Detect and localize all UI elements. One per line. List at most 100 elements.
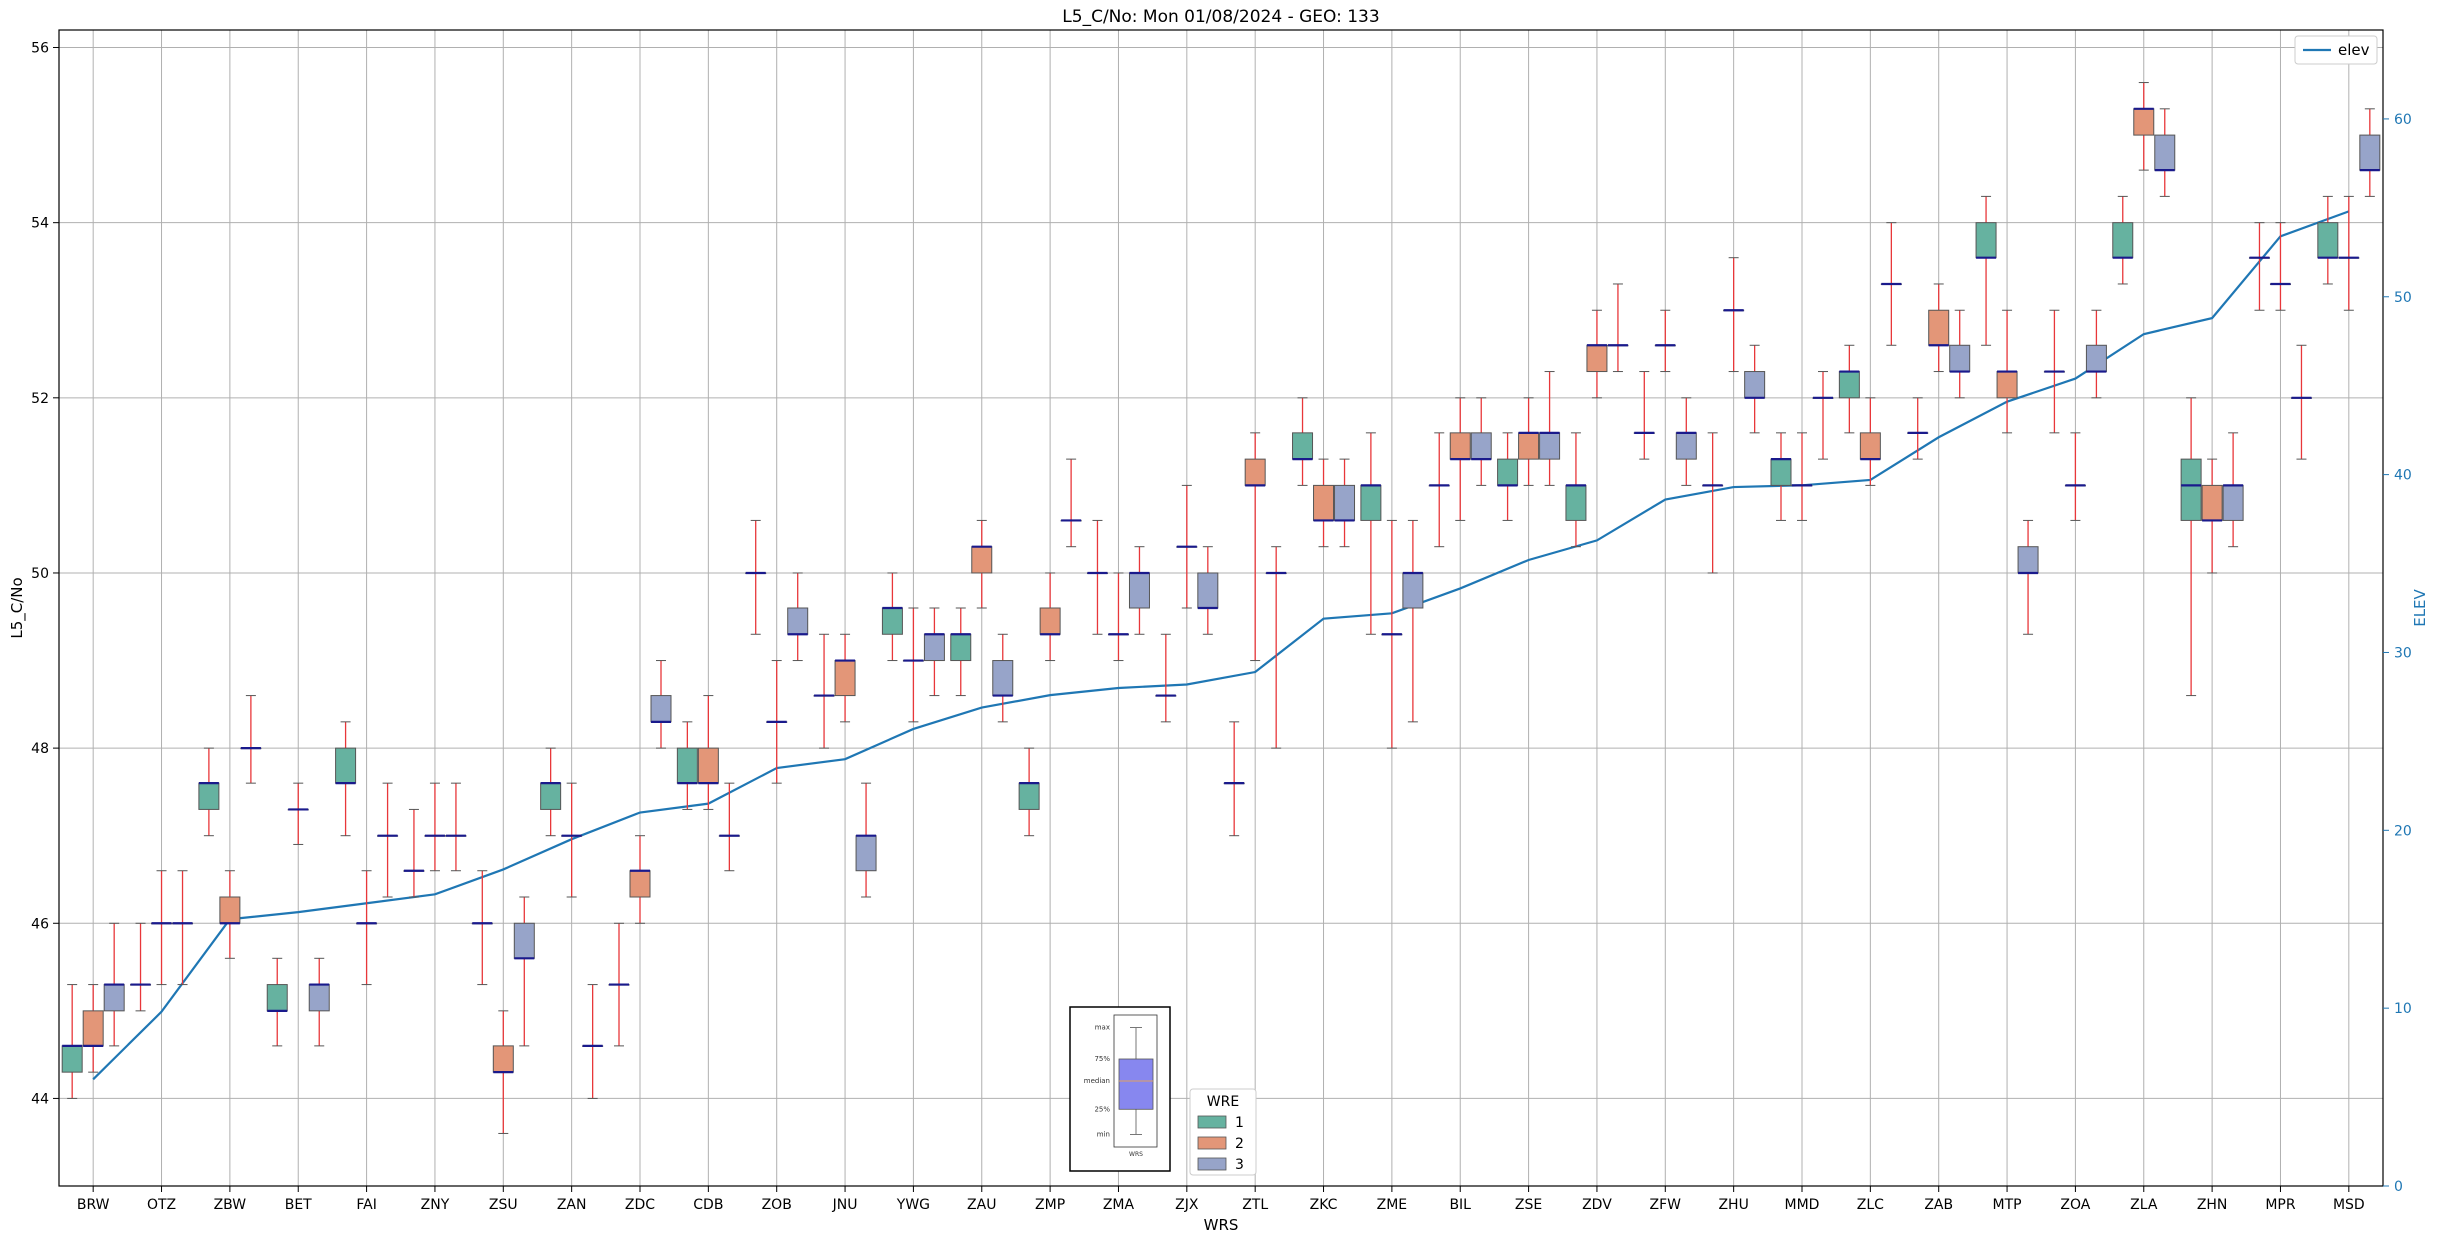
box-wre-3-ZAN [582,984,604,1099]
box-wre-3-ZOB [787,572,809,662]
box-body [855,835,877,872]
box-wre-1-BIL [1428,432,1450,548]
box-wre-3-ZNY [445,782,467,872]
box-wre-1-MPR [2248,222,2270,311]
box-wre-1-ZHU [1702,432,1724,574]
key-inset-label: max [1095,1024,1110,1032]
box-wre-3-ZBW [240,695,262,784]
box-wre-1-ZOA [2043,309,2065,434]
box-wre-3-OTZ [172,870,194,986]
box-wre-2-ZOB [766,660,788,784]
x-tick-label: ZAU [967,1197,996,1213]
box-body [2222,484,2244,521]
box-body [540,782,562,810]
y2-axis-label: ELEV [2411,588,2429,626]
box-wre-3-BET [308,957,330,1047]
box-body [992,660,1014,697]
box-wre-2-ZSU [492,1010,514,1134]
box-body [1292,432,1314,460]
box-wre-1-ZJX [1155,633,1177,723]
box-wre-3-ZKC [1334,458,1356,548]
box-wre-1-ZDV [1565,432,1587,548]
box-wre-3-CDB [718,782,740,872]
box-body [1313,484,1335,521]
box-wre-2-ZLC [1859,397,1881,486]
box-body [1744,371,1766,399]
x-tick-label: BET [285,1197,312,1213]
box-body [650,695,672,723]
x-tick-label: MPR [2265,1197,2296,1213]
box-wre-3-ZFW [1675,397,1697,486]
box-body [629,870,651,898]
box-wre-2-ZDV [1586,309,1608,399]
box-wre-1-YWG [881,572,903,662]
box-wre-1-BRW [61,984,83,1099]
box-wre-3-ZLA [2154,108,2176,197]
box-wre-2-ZMA [1107,572,1129,662]
box-body [219,896,241,924]
box-body [1770,458,1792,486]
wre-legend: WRE 1 2 3 [1189,1088,1257,1176]
box-wre-1-ZAN [540,747,562,837]
x-tick-label: ZOB [762,1197,792,1213]
box-wre-2-YWG [902,607,924,723]
wre-legend-label-3: 3 [1235,1157,1244,1173]
box-wre-1-BET [266,957,288,1047]
box-body [923,633,945,662]
box-body [1039,607,1061,635]
box-wre-1-ZKC [1292,397,1314,486]
key-inset-xlabel: WRS [1129,1151,1143,1158]
x-tick-label: ZME [1377,1197,1408,1213]
x-tick-label: ZSE [1515,1197,1542,1213]
box-body [1859,432,1881,460]
elev-line [92,210,2350,1081]
x-tick-label: ZOA [2060,1197,2090,1213]
box-body [1539,432,1561,460]
y-tick-label: 44 [31,1091,49,1107]
x-tick-label: ZHN [2197,1197,2228,1213]
box-body [1244,458,1266,486]
wre-legend-swatch-2 [1197,1136,1227,1150]
box-body [2180,458,2202,521]
box-body [335,747,357,784]
box-wre-2-ZDC [629,835,651,924]
box-wre-3-MTP [2017,519,2039,635]
box-body [2359,134,2381,171]
box-wre-3-ZAU [992,633,1014,723]
box-body [2112,222,2134,259]
box-wre-2-ZAU [971,519,993,609]
elev-legend: elev [2294,35,2378,65]
y2-tick-label: 10 [2394,1001,2412,1017]
box-wre-3-FAI [377,782,399,898]
box-wre-3-ZMA [1128,546,1150,635]
box-wre-1-ZFW [1633,371,1655,460]
y2-tick-label: 60 [2394,112,2412,128]
box-wre-1-ZAB [1907,397,1929,460]
chart-title: L5_C/No: Mon 01/08/2024 - GEO: 133 [1062,7,1379,27]
box-wre-1-ZTL [1223,721,1245,837]
box-wre-2-ZHU [1723,257,1745,373]
box-wre-2-MSD [2338,195,2360,311]
box-wre-1-ZHN [2180,397,2202,697]
box-key-inset: WRS max 75% median 25% min [1069,1006,1171,1172]
box-body [971,546,993,574]
box-body [1675,432,1697,460]
box-wre-2-ZTL [1244,432,1266,662]
wre-legend-box [1189,1088,1257,1176]
box-wre-2-FAI [356,870,378,986]
box-wre-2-MPR [2269,222,2291,311]
y2-tick-label: 0 [2394,1179,2403,1195]
box-body [2017,546,2039,574]
box-body [1838,371,1860,399]
key-inset-plot [1113,1014,1158,1148]
wre-legend-swatch-1 [1197,1115,1227,1129]
x-tick-label: ZNY [421,1197,450,1213]
x-tick-label: ZHU [1718,1197,1748,1213]
box-body [1928,309,1950,346]
key-inset-label: median [1084,1077,1110,1085]
box-wre-3-ZLC [1880,222,1902,346]
box-body [1197,572,1219,609]
x-tick-label: ZSU [489,1197,518,1213]
box-body [1402,572,1424,609]
y-tick-label: 50 [31,566,49,582]
